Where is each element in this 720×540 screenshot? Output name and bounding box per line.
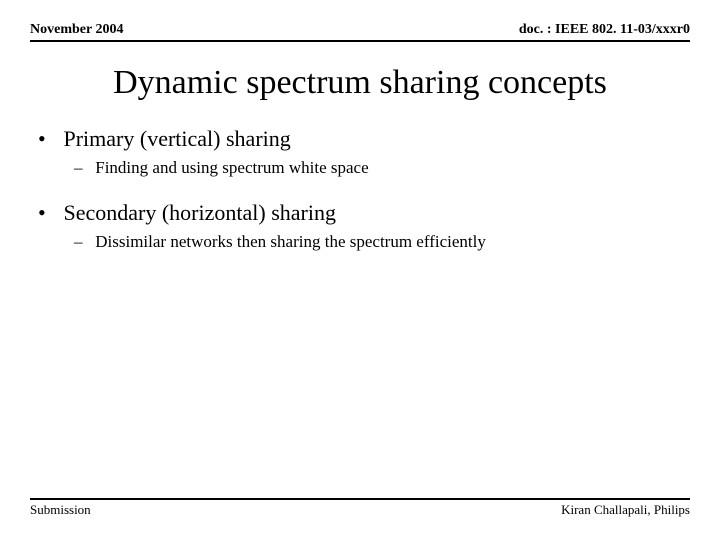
bullet-l2-text: Dissimilar networks then sharing the spe… xyxy=(95,232,486,251)
bullet-l1: Secondary (horizontal) sharing Dissimila… xyxy=(38,200,690,252)
bullet-sublist: Finding and using spectrum white space xyxy=(38,158,690,178)
bullet-sublist: Dissimilar networks then sharing the spe… xyxy=(38,232,690,252)
footer-right: Kiran Challapali, Philips xyxy=(561,502,690,518)
footer-row: Submission Kiran Challapali, Philips xyxy=(30,498,690,518)
bullet-l2: Dissimilar networks then sharing the spe… xyxy=(74,232,690,252)
bullet-l2: Finding and using spectrum white space xyxy=(74,158,690,178)
bullet-l1-text: Secondary (horizontal) sharing xyxy=(64,200,336,225)
header-docnum: doc. : IEEE 802. 11-03/xxxr0 xyxy=(519,22,690,38)
slide-title: Dynamic spectrum sharing concepts xyxy=(30,64,690,102)
header-date: November 2004 xyxy=(30,22,123,38)
header-row: November 2004 doc. : IEEE 802. 11-03/xxx… xyxy=(30,22,690,42)
bullet-l2-text: Finding and using spectrum white space xyxy=(95,158,368,177)
footer-left: Submission xyxy=(30,502,91,518)
bullet-l1: Primary (vertical) sharing Finding and u… xyxy=(38,126,690,178)
bullet-l1-text: Primary (vertical) sharing xyxy=(64,126,291,151)
slide: November 2004 doc. : IEEE 802. 11-03/xxx… xyxy=(0,0,720,540)
bullet-list: Primary (vertical) sharing Finding and u… xyxy=(30,126,690,252)
